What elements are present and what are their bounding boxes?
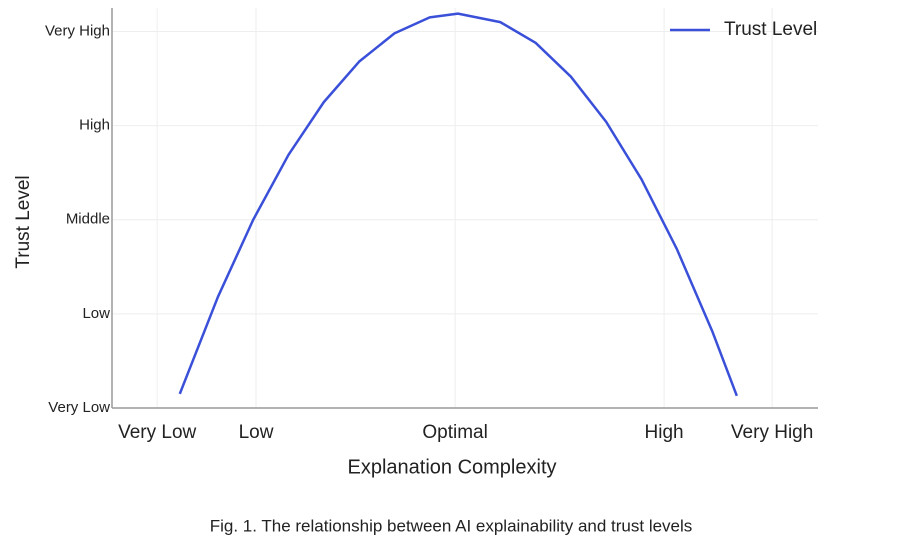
x-tick-label: Very High	[731, 422, 813, 443]
y-tick-label: Low	[82, 305, 110, 322]
y-axis-label: Trust Level	[13, 175, 34, 268]
x-tick-label: Optimal	[422, 422, 487, 443]
y-tick-label: Very Low	[48, 399, 110, 416]
x-tick-label: High	[645, 422, 684, 443]
x-axis-label: Explanation Complexity	[348, 456, 557, 478]
legend-label: Trust Level	[724, 19, 817, 40]
y-tick-label: High	[79, 117, 110, 134]
y-tick-label: Middle	[66, 211, 110, 228]
caption: Fig. 1. The relationship between AI expl…	[210, 516, 693, 535]
x-tick-label: Very Low	[118, 422, 196, 443]
line	[178, 12, 738, 397]
x-tick-label: Low	[239, 422, 274, 443]
y-tick-label: Very High	[45, 22, 110, 39]
